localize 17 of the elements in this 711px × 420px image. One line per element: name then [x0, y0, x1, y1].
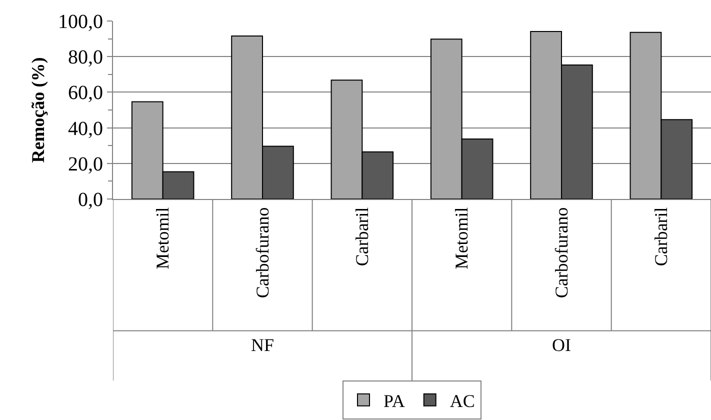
x-tick-label: Metomil	[152, 207, 173, 270]
y-tick-label: 20,0	[68, 153, 103, 176]
y-tick-label: 100,0	[58, 11, 103, 33]
y-tick-label: 80,0	[68, 46, 103, 69]
x-tick-label: Carbofurano	[252, 207, 272, 298]
legend-label: PA	[384, 390, 405, 411]
y-axis-title: Remoção (%)	[28, 57, 48, 163]
text: OI	[552, 335, 571, 355]
y-tick-label: 60,0	[68, 82, 103, 104]
y-tick-label: 40,0	[68, 118, 103, 140]
x-tick-label: Carbofurano	[551, 207, 572, 298]
x-tick-label: Carbaril	[651, 207, 672, 266]
text: NF	[251, 335, 274, 355]
x-tick-label: Carbaril	[352, 207, 372, 266]
y-tick-label: 0,0	[78, 189, 103, 211]
legend-label: AC	[450, 390, 475, 411]
x-tick-label: Metomil	[452, 207, 472, 270]
